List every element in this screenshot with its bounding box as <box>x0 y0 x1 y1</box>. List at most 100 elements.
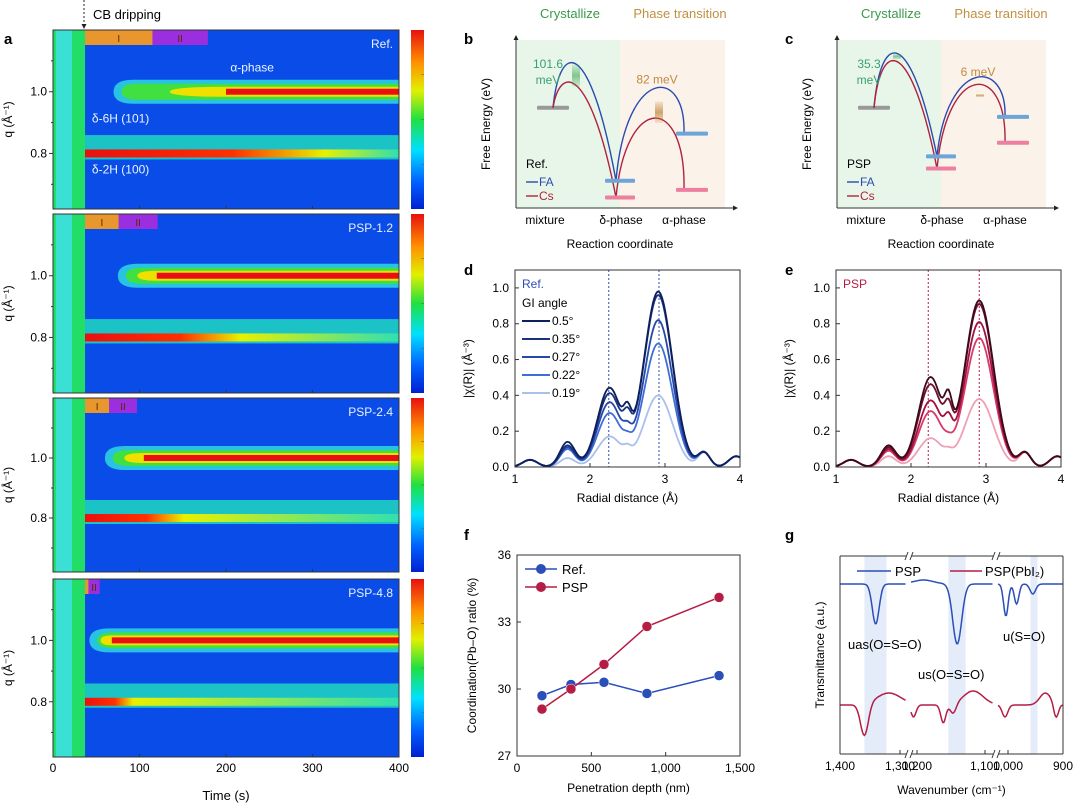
axis-break-mark <box>904 551 909 561</box>
series-segment-0 <box>997 583 1063 617</box>
y-axis-label: |χ(R)| (Å⁻³) <box>781 339 796 398</box>
series-line <box>835 303 1062 467</box>
legend-label: Ref. <box>562 562 586 577</box>
sample-name: PSP-1.2 <box>348 221 393 235</box>
stage-label: II <box>91 583 97 594</box>
barrier1-unit: meV <box>536 73 561 87</box>
stage-label: II <box>135 218 141 229</box>
x-category-label: δ-phase <box>920 213 964 227</box>
stage-label: I <box>117 34 120 45</box>
y-tick-label: 36 <box>498 548 512 562</box>
y-tick-label: 0.6 <box>813 353 830 367</box>
stage-bar-I <box>85 214 119 229</box>
heatmap-body: I II PSP-1.2 <box>53 214 399 393</box>
panel-label-d: d <box>464 262 473 279</box>
annotation-uas: uas(O=S=O) <box>848 637 922 652</box>
crystallize-title: Crystallize <box>540 6 600 21</box>
x-category-label: mixture <box>525 213 565 227</box>
annotation-uso: u(S=O) <box>1003 629 1045 644</box>
colorbar <box>411 30 424 209</box>
stage-bar-I <box>85 579 89 594</box>
legend-pbi2-label: PSP(PbI₂) <box>985 564 1044 579</box>
stage-label: II <box>177 34 183 45</box>
series-segment-0 <box>910 579 993 645</box>
fa-delta-level <box>926 154 956 159</box>
wet-film-band <box>56 214 72 393</box>
colorbar <box>411 579 424 757</box>
panel-d-exafs: 1 2 3 4 0.0 0.2 0.4 0.6 0.8 1.0 Radial distance (Å… <box>460 269 744 505</box>
x-tick-label: 300 <box>302 761 322 775</box>
y-axis-label: Free Energy (eV) <box>479 78 493 170</box>
x-tick-label: 100 <box>129 761 149 775</box>
legend-cs-label: Cs <box>860 189 875 203</box>
legend-marker <box>536 582 546 592</box>
y-tick-label: 1.0 <box>30 451 47 465</box>
stage-bar-II <box>152 30 208 45</box>
series-segment-1 <box>840 692 906 737</box>
axis-break-mark <box>991 551 996 561</box>
y-tick-label: 1.0 <box>30 85 47 99</box>
legend-label: 0.22° <box>552 368 580 382</box>
panel-label-g: g <box>785 527 794 544</box>
heatmap-subplot: I II PSP-2.40.81.0q (Å⁻¹) <box>0 397 424 573</box>
a-xlabel: Time (s) <box>202 788 249 803</box>
axis-break-mark <box>996 749 1001 759</box>
axis-break-mark <box>991 749 996 759</box>
y-axis-label: Coordination(Pb–O) ratio (%) <box>465 578 479 733</box>
x-axis-label: Reaction coordinate <box>567 237 674 251</box>
alpha-red-core <box>111 637 399 644</box>
y-tick-label: 0.8 <box>30 146 47 160</box>
data-point <box>536 703 548 715</box>
stage-bar-I <box>85 30 153 45</box>
heatmap-background <box>53 579 399 757</box>
series-line <box>514 290 741 467</box>
axis-break-mark <box>909 551 914 561</box>
barrier1-highlight <box>572 64 580 87</box>
stage-label: I <box>100 218 103 229</box>
x-tick-label: 1,300 <box>885 759 915 773</box>
panel-label-e: e <box>785 262 793 279</box>
crystallize-region <box>837 40 941 208</box>
y-tick-label: 1.0 <box>492 281 509 295</box>
x-tick-label: 200 <box>216 761 236 775</box>
panel-label-b: b <box>464 31 473 48</box>
plot-frame <box>835 269 1062 468</box>
x-category-label: δ-phase <box>599 213 643 227</box>
x-tick-label: 1,100 <box>970 759 1000 773</box>
stage-bar-II <box>118 214 158 229</box>
y-tick-label: 0.8 <box>30 511 47 525</box>
y-tick-label: 0.0 <box>492 460 509 474</box>
x-category-label: α-phase <box>662 213 706 227</box>
y-axis-label: Free Energy (eV) <box>800 78 814 170</box>
legend-title: GI angle <box>522 296 568 310</box>
crystallize-region <box>516 40 620 208</box>
cs-alpha-level <box>997 140 1029 145</box>
heatmap-background <box>53 30 399 209</box>
legend-label: 0.5° <box>552 314 574 328</box>
data-point <box>713 670 725 681</box>
crystallize-title: Crystallize <box>861 6 921 21</box>
alpha-red-core <box>143 455 399 461</box>
series-segment-1 <box>910 690 993 724</box>
y-tick-label: 0.2 <box>492 424 509 438</box>
stage-bar-II <box>88 579 100 594</box>
barrier1-unit: meV <box>857 73 882 87</box>
x-tick-label: 2 <box>587 472 594 486</box>
barrier1-value: 35.3 <box>857 57 881 71</box>
data-point <box>598 659 610 670</box>
heatmap-subplot: I II PSP-1.20.81.0q (Å⁻¹) <box>0 213 424 394</box>
y-tick-label: 0.0 <box>813 460 830 474</box>
y-tick-label: 0.8 <box>492 317 509 331</box>
panel-c-energy-diagram: Crystallize Phase transition Free Energy (… <box>800 6 1059 251</box>
vibration-band <box>948 556 966 754</box>
x-category-label: mixture <box>846 213 886 227</box>
barrier1-highlight <box>893 54 901 60</box>
y-tick-label: 1.0 <box>30 269 47 283</box>
alpha-red-core <box>156 272 399 279</box>
legend-label: 0.19° <box>552 386 580 400</box>
wet-film-band <box>56 579 72 757</box>
heatmap-background <box>53 214 399 393</box>
axis-break-mark <box>904 749 909 759</box>
